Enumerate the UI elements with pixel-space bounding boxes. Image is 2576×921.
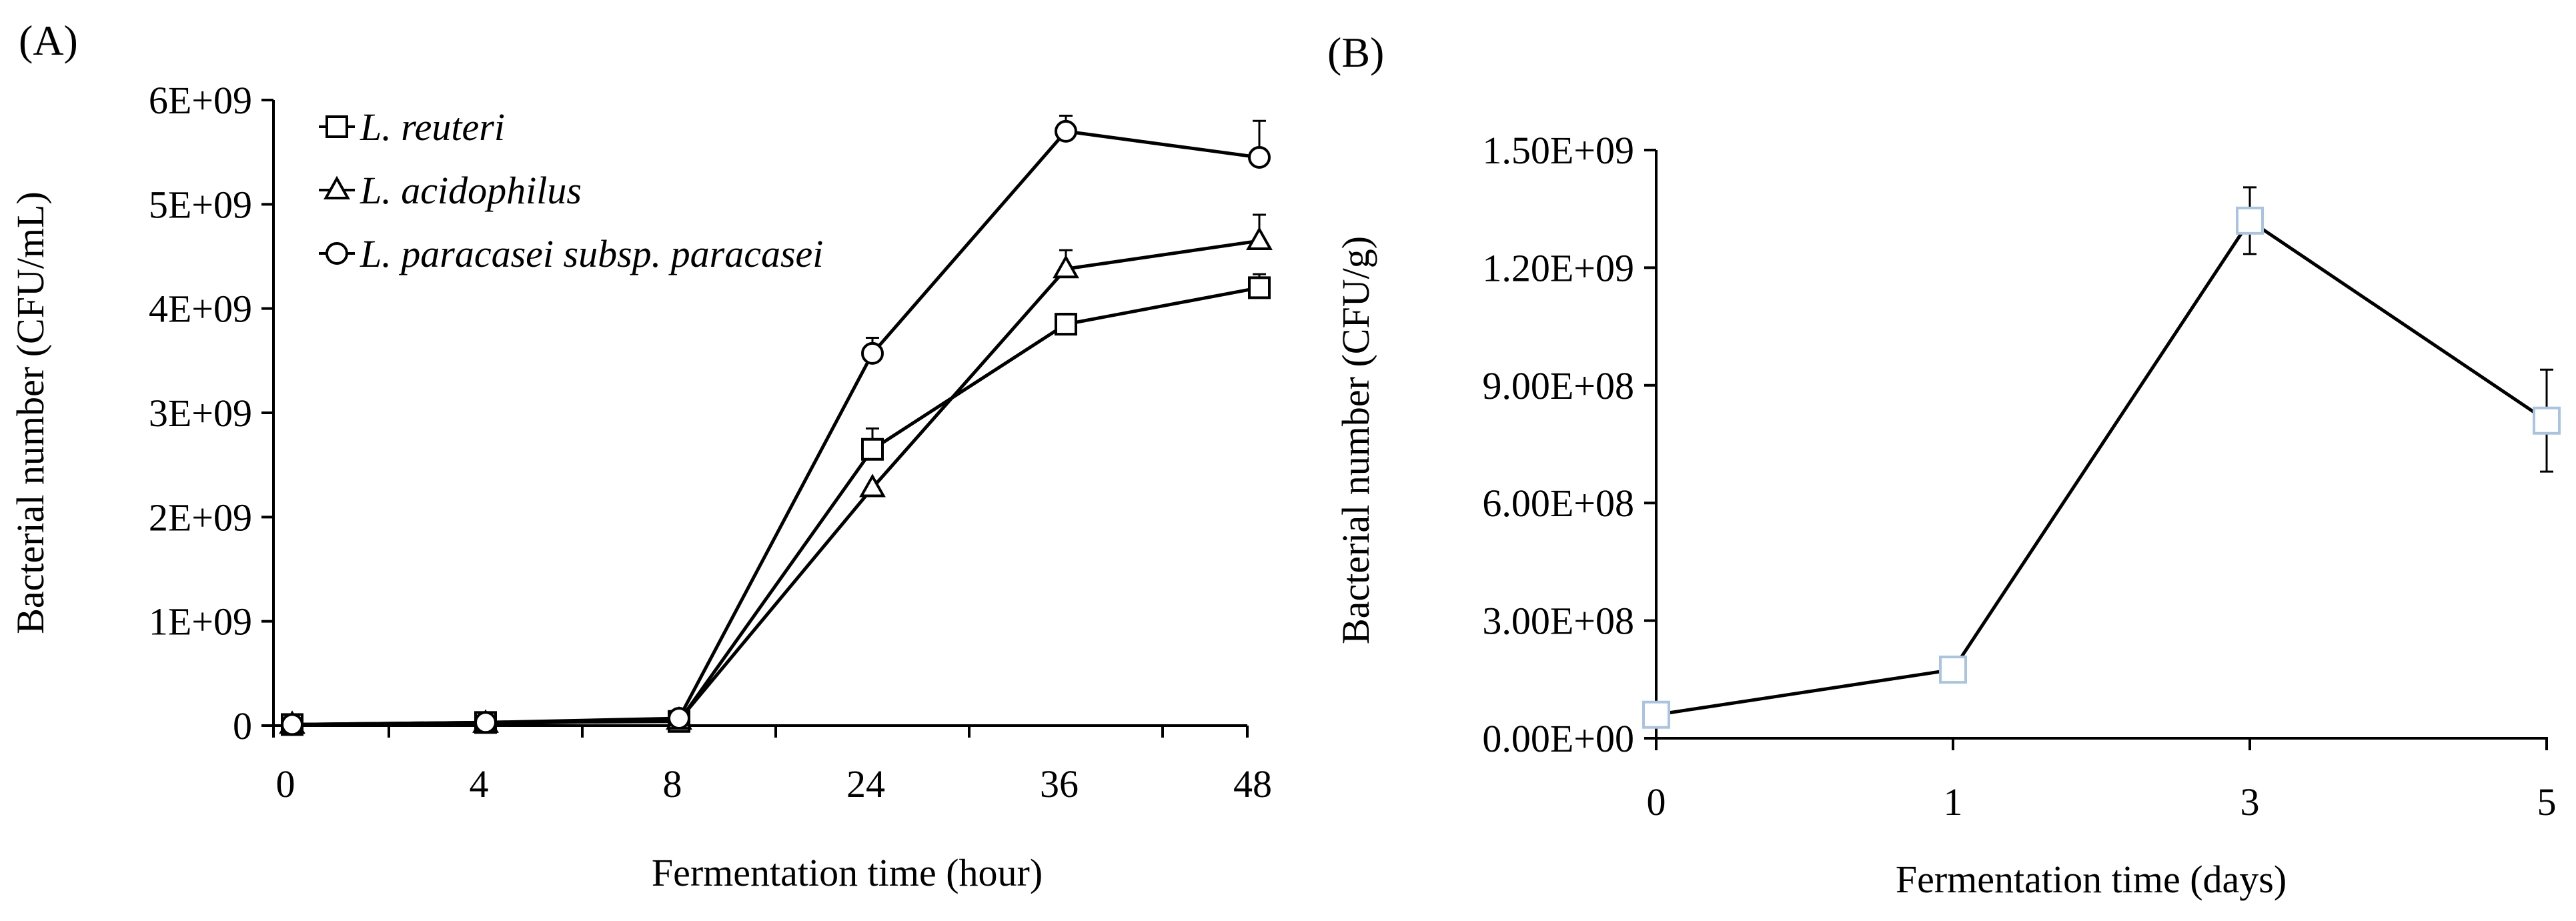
panel-b-y-tick-label: 1.50E+09: [1482, 129, 1634, 172]
panel-a-point: [281, 713, 303, 736]
panel-a-series: [279, 114, 1273, 736]
panel-a-series-line: [291, 129, 1260, 726]
panel-a-series-line: [291, 239, 1260, 726]
panel-b-y-tick-label: 6.00E+08: [1482, 482, 1634, 525]
panel-a-point: [1248, 276, 1271, 299]
panel-a-point: [861, 437, 884, 461]
panel-b-y-axis-title: Bacterial number (CFU/g): [1334, 236, 1377, 644]
panel-b-point: [1642, 700, 1670, 729]
panel-a-series-triangle: [279, 213, 1273, 734]
panel-a-point: [1246, 226, 1273, 251]
panel-b-point: [1939, 656, 1967, 684]
panel-a-y-tick-label: 4E+09: [149, 287, 252, 331]
panel-a-y-tick-label: 0: [233, 704, 252, 748]
panel-a-point: [1055, 119, 1077, 143]
panel-b-x-tick-label: 3: [2240, 780, 2260, 824]
panel-b-x-axis-title: Fermentation time (days): [1896, 858, 2287, 901]
panel-a-legend-marker: [326, 242, 348, 265]
panel-b-point: [2236, 206, 2264, 235]
panel-a-x-tick-label: 48: [1233, 762, 1272, 806]
panel-a-legend-marker: [326, 115, 348, 138]
panel-b: (B) 0.00E+00 3.00E+08 6.00E+08 9.00E+08 1.20…: [1327, 29, 2561, 901]
panel-a-x-axis-title: Fermentation time (hour): [652, 851, 1043, 894]
panel-a-label: (A): [19, 17, 78, 64]
panel-a-point: [859, 474, 886, 498]
panel-a-legend-label: L. paracasei subsp. paracasei: [360, 232, 823, 275]
panel-b-series: [1642, 186, 2561, 729]
panel-b-y-tick-label: 9.00E+08: [1482, 364, 1634, 407]
panel-a-x-tick-label: 0: [276, 762, 295, 806]
panel-a-point: [861, 341, 884, 365]
panel-b-x-ticks: 0 1 3 5: [1647, 738, 2557, 824]
panel-a-point: [668, 707, 690, 730]
panel-a-y-tick-label: 3E+09: [149, 391, 252, 435]
panel-a-y-tick-label: 6E+09: [149, 79, 252, 122]
panel-a-legend-label: L. acidophilus: [360, 169, 582, 212]
panel-b-point: [2533, 406, 2561, 435]
panel-a-point: [474, 711, 497, 734]
panel-a-series-circle: [281, 114, 1271, 736]
panel-a-x-tick-label: 8: [663, 762, 682, 806]
panel-a-legend: L. reuteri L. acidophilus L. paracasei sub…: [319, 105, 823, 275]
panel-b-x-tick-label: 1: [1944, 780, 1963, 824]
panel-a-x-tick-label: 4: [470, 762, 489, 806]
panel-a-y-axis-title: Bacterial number (CFU/mL): [9, 191, 52, 634]
panel-a-series-square: [281, 273, 1271, 736]
panel-b-label: (B): [1327, 29, 1384, 76]
panel-a-y-tick-label: 1E+09: [149, 600, 252, 644]
panel-a-legend-label: L. reuteri: [360, 105, 505, 149]
panel-b-x-tick-label: 0: [1647, 780, 1666, 824]
panel-a-x-ticks: 0 4 8 24 36 48: [272, 726, 1272, 806]
panel-b-y-tick-label: 3.00E+08: [1482, 600, 1634, 643]
panel-a-y-ticks: 0 1E+09 2E+09 3E+09 4E+09 5E+09 6E+09: [149, 79, 273, 748]
panel-b-y-tick-label: 1.20E+09: [1482, 246, 1634, 289]
panel-a-x-tick-label: 24: [846, 762, 885, 806]
panel-b-series-square: [1642, 186, 2561, 729]
panel-a-legend-marker: [324, 175, 350, 199]
panel-a-point: [1248, 145, 1271, 169]
panel-a-x-tick-label: 36: [1040, 762, 1079, 806]
panel-a-point: [1053, 254, 1079, 279]
panel-b-y-tick-label: 0.00E+00: [1482, 717, 1634, 760]
panel-b-series-line: [1656, 218, 2548, 717]
panel-a-point: [1055, 313, 1077, 336]
panel-a-y-tick-label: 2E+09: [149, 496, 252, 539]
panel-a-y-tick-label: 5E+09: [149, 183, 252, 226]
panel-b-x-tick-label: 5: [2537, 780, 2557, 824]
panel-b-y-ticks: 0.00E+00 3.00E+08 6.00E+08 9.00E+08 1.20E+09…: [1482, 129, 1656, 760]
panel-a-series-line: [291, 285, 1260, 726]
